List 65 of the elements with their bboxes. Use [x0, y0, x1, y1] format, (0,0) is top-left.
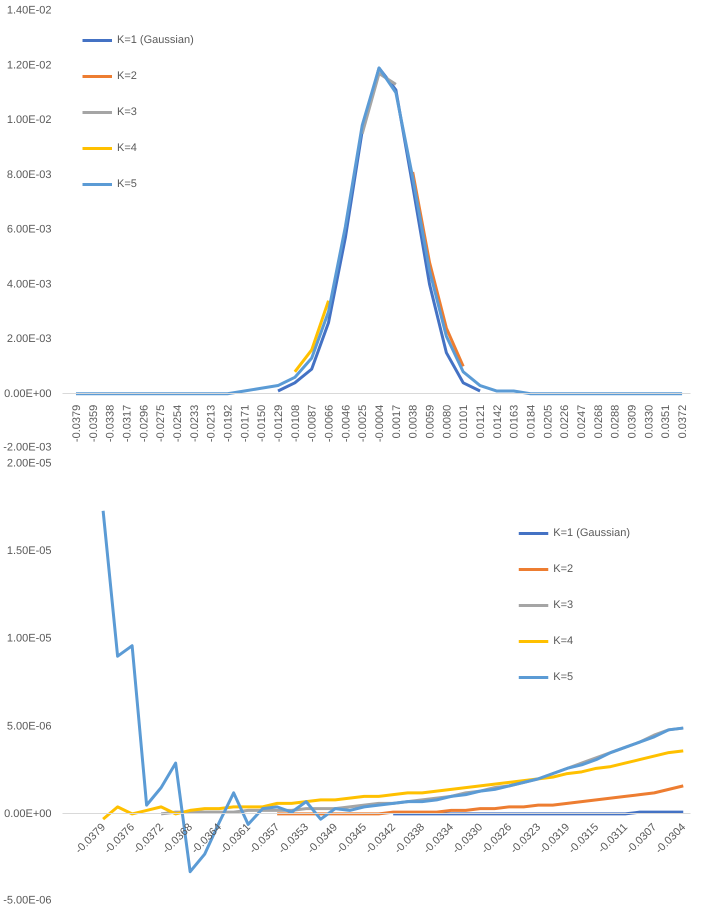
x-tick-label: -0.0171: [239, 404, 252, 442]
x-tick-label: -0.0066: [324, 404, 336, 442]
x-tick-label: 0.0226: [559, 404, 572, 438]
y-tick-label: 1.20E-02: [6, 59, 52, 72]
x-tick-label: -0.0213: [206, 404, 218, 442]
x-tick-label: -0.0087: [306, 404, 319, 442]
x-tick-label: -0.0150: [256, 404, 268, 442]
y-tick-label: 0.00E+00: [4, 388, 52, 400]
y-tick-label: 1.00E-05: [6, 632, 52, 645]
y-tick-label: 1.50E-05: [6, 545, 52, 558]
line-series: [74, 66, 684, 396]
x-tick-label: 0.0121: [475, 404, 488, 438]
x-tick-label: 0.0017: [390, 404, 403, 438]
legend-label: K=3: [117, 106, 137, 118]
x-tick-label: 0.0142: [492, 404, 504, 438]
x-tick-label: -0.0338: [104, 404, 117, 442]
x-tick-label: 0.0309: [626, 404, 639, 438]
x-tick-label: -0.0359: [88, 404, 100, 442]
x-tick-label: 0.0059: [424, 404, 437, 438]
legend-label: K=1 (Gaussian): [117, 34, 194, 46]
x-tick-label: 0.0163: [508, 404, 521, 438]
y-tick-label: -2.00E-03: [3, 442, 52, 454]
y-tick-label: 1.00E-02: [6, 114, 52, 126]
y-tick-label: 8.00E-03: [6, 168, 52, 181]
x-tick-label: -0.0317: [121, 404, 134, 442]
y-tick-label: 4.00E-03: [6, 278, 52, 290]
x-tick-label: -0.0004: [374, 404, 386, 442]
y-tick-label: 2.00E-03: [6, 333, 52, 345]
x-tick-label: -0.0296: [138, 404, 150, 442]
line-series: [276, 784, 685, 816]
x-tick-label: -0.0025: [357, 404, 370, 442]
x-tick-label: 0.0184: [526, 404, 538, 438]
x-tick-label: 0.0351: [660, 404, 672, 438]
legend-label: K=1 (Gaussian): [553, 527, 630, 539]
x-tick-label: -0.0129: [273, 404, 286, 442]
x-tick-label: 0.0330: [643, 404, 656, 438]
x-tick-label: -0.0192: [222, 404, 234, 442]
legend-label: K=2: [117, 70, 137, 82]
y-tick-label: -5.00E-06: [3, 894, 52, 906]
x-tick-label: 0.0288: [610, 404, 622, 438]
x-tick-label: -0.0379: [70, 404, 83, 442]
x-tick-label: -0.0046: [340, 404, 352, 442]
y-tick-label: 1.40E-02: [6, 4, 52, 16]
x-tick-label: 0.0205: [542, 404, 554, 438]
x-tick-label: 0.0080: [441, 404, 454, 438]
x-tick-label: 0.0247: [576, 404, 588, 438]
legend-label: K=5: [117, 178, 137, 190]
legend-label: K=4: [117, 142, 137, 154]
x-tick-label: 0.0038: [408, 404, 420, 438]
legend-label: K=2: [553, 563, 574, 575]
line-series: [102, 749, 685, 821]
y-tick-label: 6.00E-03: [6, 224, 52, 236]
legend-label: K=3: [553, 599, 574, 611]
x-tick-label: -0.0254: [172, 404, 184, 442]
x-tick-label: 0.0372: [677, 404, 690, 438]
y-tick-label: 2.00E-05: [6, 458, 52, 470]
x-tick-label: -0.0275: [155, 404, 168, 442]
x-tick-label: -0.0233: [188, 404, 201, 442]
y-tick-label: 5.00E-06: [6, 720, 52, 732]
x-tick-label: 0.0268: [592, 404, 605, 438]
x-tick-label: -0.0108: [290, 404, 302, 442]
legend-label: K=5: [553, 671, 574, 683]
legend-label: K=4: [553, 635, 574, 647]
x-tick-label: 0.0101: [458, 404, 470, 438]
y-tick-label: 0.00E+00: [4, 808, 52, 820]
